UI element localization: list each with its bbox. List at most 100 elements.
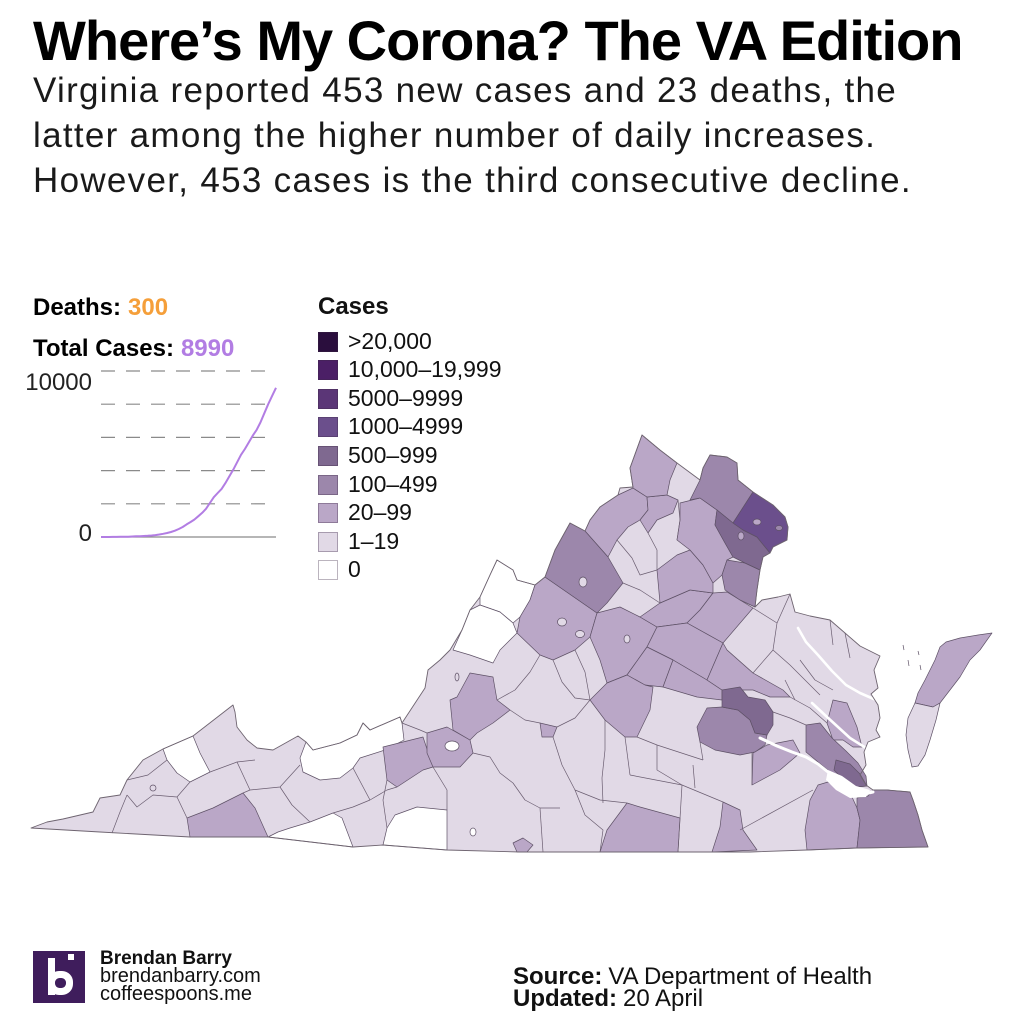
county-border <box>176 796 188 819</box>
rappahannock-river <box>796 626 878 702</box>
county-region <box>589 674 654 738</box>
deaths-label: Deaths: <box>33 294 122 321</box>
county-border <box>647 532 658 570</box>
total-cases-value: 8990 <box>180 335 235 362</box>
county-border <box>616 539 658 576</box>
city-region <box>557 617 567 627</box>
county-border <box>369 786 398 801</box>
city-region <box>578 576 588 588</box>
legend-label: 500–999 <box>348 442 438 468</box>
source-label: Source: <box>513 963 603 990</box>
updated-line: Updated: 20 April <box>513 987 703 1011</box>
legend-swatch <box>318 332 338 352</box>
subtitle-line: However, 453 cases is the third consecut… <box>33 161 912 200</box>
deaths-stat: Deaths: 300 <box>33 296 168 320</box>
county-border <box>574 649 591 701</box>
y-tick-label-min: 0 <box>79 520 92 547</box>
county-border <box>829 619 834 646</box>
county-border <box>772 649 821 696</box>
counties <box>162 434 929 853</box>
county-region <box>826 699 863 748</box>
county-border <box>236 761 251 791</box>
legend-label: 100–499 <box>348 471 438 497</box>
county-border <box>789 696 828 724</box>
county-border <box>601 720 606 804</box>
legend-swatch <box>318 446 338 466</box>
county-border <box>126 794 178 808</box>
county-border <box>556 699 591 728</box>
city-region <box>454 672 460 682</box>
county-border <box>111 794 128 834</box>
island <box>917 650 920 656</box>
legend-swatch <box>318 560 338 580</box>
city-region <box>775 525 783 531</box>
county-border <box>784 679 796 701</box>
county-region <box>162 735 211 783</box>
island <box>919 664 922 671</box>
county-region <box>856 789 929 849</box>
county-border <box>776 593 791 624</box>
source-line: Source: VA Department of Health <box>513 965 872 989</box>
island <box>902 644 905 651</box>
county-border <box>676 499 681 541</box>
legend-label: 10,000–19,999 <box>348 356 502 382</box>
subtitle-line: latter among the higher number of daily … <box>33 116 877 155</box>
york-river <box>810 701 868 750</box>
legend-label: 1000–4999 <box>348 413 464 439</box>
updated-label: Updated: <box>513 985 617 1012</box>
legend-swatch <box>318 389 338 409</box>
updated-value: 20 April <box>623 985 704 1012</box>
county-region <box>639 494 679 534</box>
blog-link: coffeespoons.me <box>100 983 252 1005</box>
county-border <box>242 764 301 794</box>
subtitle-line: Virginia reported 453 new cases and 23 d… <box>33 71 898 110</box>
city-region <box>623 634 631 644</box>
island <box>907 659 910 667</box>
legend-swatch <box>318 503 338 523</box>
county-border <box>699 741 704 761</box>
brand-logo <box>33 951 85 1003</box>
legend-swatch <box>318 360 338 380</box>
city-region <box>737 531 745 541</box>
county-border <box>574 789 604 853</box>
county-region <box>449 672 511 741</box>
total-cases-label: Total Cases: <box>33 335 174 362</box>
legend-label: 5000–9999 <box>348 385 464 411</box>
logo-b-counter <box>55 978 66 988</box>
y-tick-label-max: 10000 <box>25 369 92 396</box>
state-outline <box>30 434 929 853</box>
deaths-value: 300 <box>128 294 169 321</box>
city-region <box>149 784 157 792</box>
legend-label: >20,000 <box>348 328 432 354</box>
county-border <box>401 722 428 734</box>
county-border <box>552 659 591 701</box>
county-border <box>382 779 388 829</box>
county-border <box>844 632 851 659</box>
county-border <box>509 709 541 724</box>
county-border <box>692 764 696 789</box>
author-name: Brendan Barry <box>100 948 232 969</box>
county-region <box>833 759 868 788</box>
county-border <box>772 711 807 726</box>
county-border <box>332 799 371 814</box>
total-cases-stat: Total Cases: 8990 <box>33 337 234 361</box>
county-border <box>677 784 683 853</box>
logo-dot <box>68 954 74 960</box>
source-value: VA Department of Health <box>608 963 873 990</box>
county-region <box>711 801 758 853</box>
county-region <box>721 686 774 736</box>
cases-line <box>101 387 277 538</box>
county-border <box>624 736 631 776</box>
county-region <box>267 812 354 848</box>
county-border <box>176 781 191 798</box>
legend-label: 1–19 <box>348 528 400 554</box>
city-region <box>575 630 585 638</box>
county-border <box>739 789 814 831</box>
county-border <box>126 759 168 781</box>
city-region <box>444 740 460 752</box>
county-region <box>512 837 534 853</box>
james-river-mouth <box>826 770 870 798</box>
county-border <box>432 766 448 810</box>
county-border <box>656 745 683 786</box>
